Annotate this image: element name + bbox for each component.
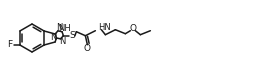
Text: F: F <box>7 40 12 48</box>
Text: NH: NH <box>58 24 70 33</box>
Text: HN: HN <box>98 23 111 32</box>
Text: O: O <box>130 24 137 33</box>
Text: N: N <box>56 23 62 32</box>
Text: N: N <box>59 37 66 46</box>
Text: O: O <box>84 44 91 53</box>
Text: S: S <box>69 31 75 40</box>
Text: N: N <box>50 32 56 42</box>
